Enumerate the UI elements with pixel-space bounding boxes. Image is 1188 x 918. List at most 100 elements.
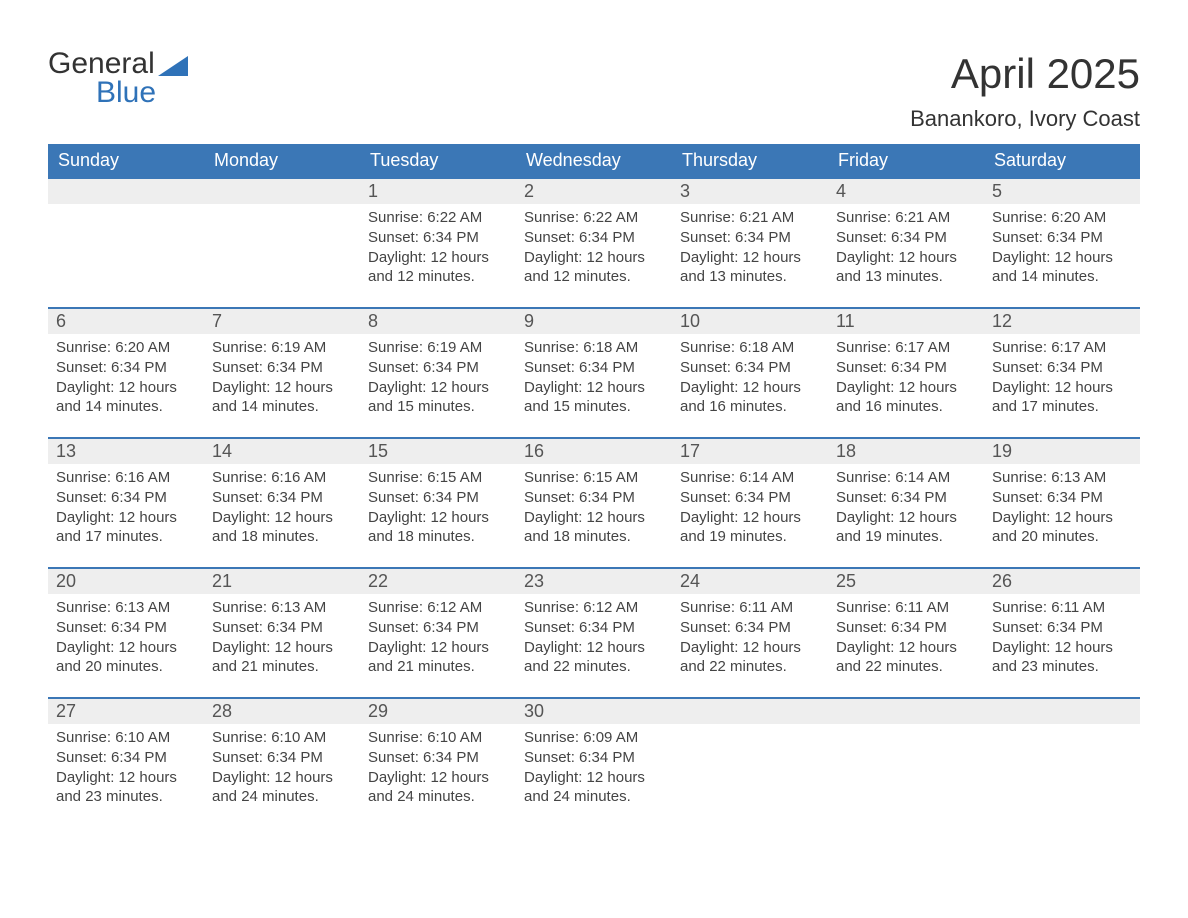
daylight-line: Daylight: 12 hours and 18 minutes. [524, 508, 664, 548]
empty-cell [672, 724, 828, 828]
day-10-details: Sunrise: 6:18 AMSunset: 6:34 PMDaylight:… [672, 334, 828, 438]
day-17-details: Sunrise: 6:14 AMSunset: 6:34 PMDaylight:… [672, 464, 828, 568]
sunset-line: Sunset: 6:34 PM [680, 228, 820, 248]
day-9-details: Sunrise: 6:18 AMSunset: 6:34 PMDaylight:… [516, 334, 672, 438]
daylight-line: Daylight: 12 hours and 14 minutes. [992, 248, 1132, 288]
sunset-line: Sunset: 6:34 PM [524, 618, 664, 638]
day-30-details: Sunrise: 6:09 AMSunset: 6:34 PMDaylight:… [516, 724, 672, 828]
sunrise-line: Sunrise: 6:10 AM [368, 728, 508, 748]
daylight-line: Daylight: 12 hours and 19 minutes. [680, 508, 820, 548]
week-1-daynum-row: 6789101112 [48, 308, 1140, 334]
weekday-friday: Friday [828, 144, 984, 178]
week-0-daynum-row: 12345 [48, 178, 1140, 204]
week-0-body-row: Sunrise: 6:22 AMSunset: 6:34 PMDaylight:… [48, 204, 1140, 308]
week-3-body-row: Sunrise: 6:13 AMSunset: 6:34 PMDaylight:… [48, 594, 1140, 698]
day-21-number: 21 [204, 568, 360, 594]
sunset-line: Sunset: 6:34 PM [56, 748, 196, 768]
daylight-line: Daylight: 12 hours and 22 minutes. [836, 638, 976, 678]
day-17-number: 17 [672, 438, 828, 464]
daylight-line: Daylight: 12 hours and 12 minutes. [368, 248, 508, 288]
sunset-line: Sunset: 6:34 PM [56, 488, 196, 508]
title-block: April 2025 Banankoro, Ivory Coast [910, 50, 1140, 132]
sunset-line: Sunset: 6:34 PM [524, 748, 664, 768]
empty-daynum [48, 178, 204, 204]
day-18-details: Sunrise: 6:14 AMSunset: 6:34 PMDaylight:… [828, 464, 984, 568]
sunrise-line: Sunrise: 6:19 AM [212, 338, 352, 358]
daylight-line: Daylight: 12 hours and 20 minutes. [992, 508, 1132, 548]
daylight-line: Daylight: 12 hours and 19 minutes. [836, 508, 976, 548]
day-27-details: Sunrise: 6:10 AMSunset: 6:34 PMDaylight:… [48, 724, 204, 828]
logo-text: General Blue [48, 50, 156, 107]
sunrise-line: Sunrise: 6:16 AM [56, 468, 196, 488]
daylight-line: Daylight: 12 hours and 17 minutes. [56, 508, 196, 548]
day-14-number: 14 [204, 438, 360, 464]
day-15-number: 15 [360, 438, 516, 464]
day-13-number: 13 [48, 438, 204, 464]
sunset-line: Sunset: 6:34 PM [992, 488, 1132, 508]
sunrise-line: Sunrise: 6:12 AM [524, 598, 664, 618]
sunset-line: Sunset: 6:34 PM [368, 358, 508, 378]
calendar-table: SundayMondayTuesdayWednesdayThursdayFrid… [48, 144, 1140, 828]
header: General Blue April 2025 Banankoro, Ivory… [48, 50, 1140, 132]
day-6-details: Sunrise: 6:20 AMSunset: 6:34 PMDaylight:… [48, 334, 204, 438]
weekday-tuesday: Tuesday [360, 144, 516, 178]
sunrise-line: Sunrise: 6:17 AM [992, 338, 1132, 358]
day-16-details: Sunrise: 6:15 AMSunset: 6:34 PMDaylight:… [516, 464, 672, 568]
day-16-number: 16 [516, 438, 672, 464]
sunset-line: Sunset: 6:34 PM [680, 358, 820, 378]
sunrise-line: Sunrise: 6:11 AM [836, 598, 976, 618]
sunrise-line: Sunrise: 6:16 AM [212, 468, 352, 488]
daylight-line: Daylight: 12 hours and 18 minutes. [212, 508, 352, 548]
sunrise-line: Sunrise: 6:18 AM [680, 338, 820, 358]
day-1-number: 1 [360, 178, 516, 204]
calendar-page: General Blue April 2025 Banankoro, Ivory… [0, 0, 1188, 868]
week-4-body-row: Sunrise: 6:10 AMSunset: 6:34 PMDaylight:… [48, 724, 1140, 828]
logo-word2: Blue [48, 76, 156, 109]
sunrise-line: Sunrise: 6:19 AM [368, 338, 508, 358]
empty-daynum [204, 178, 360, 204]
weekday-monday: Monday [204, 144, 360, 178]
day-3-details: Sunrise: 6:21 AMSunset: 6:34 PMDaylight:… [672, 204, 828, 308]
sunrise-line: Sunrise: 6:22 AM [524, 208, 664, 228]
daylight-line: Daylight: 12 hours and 12 minutes. [524, 248, 664, 288]
day-5-details: Sunrise: 6:20 AMSunset: 6:34 PMDaylight:… [984, 204, 1140, 308]
sunrise-line: Sunrise: 6:10 AM [212, 728, 352, 748]
daylight-line: Daylight: 12 hours and 13 minutes. [836, 248, 976, 288]
sunset-line: Sunset: 6:34 PM [212, 748, 352, 768]
weekday-sunday: Sunday [48, 144, 204, 178]
daylight-line: Daylight: 12 hours and 16 minutes. [836, 378, 976, 418]
daylight-line: Daylight: 12 hours and 15 minutes. [368, 378, 508, 418]
day-2-details: Sunrise: 6:22 AMSunset: 6:34 PMDaylight:… [516, 204, 672, 308]
sunset-line: Sunset: 6:34 PM [212, 358, 352, 378]
sunrise-line: Sunrise: 6:21 AM [680, 208, 820, 228]
day-26-details: Sunrise: 6:11 AMSunset: 6:34 PMDaylight:… [984, 594, 1140, 698]
page-subtitle: Banankoro, Ivory Coast [910, 106, 1140, 132]
day-29-number: 29 [360, 698, 516, 724]
day-24-details: Sunrise: 6:11 AMSunset: 6:34 PMDaylight:… [672, 594, 828, 698]
sunrise-line: Sunrise: 6:13 AM [992, 468, 1132, 488]
day-6-number: 6 [48, 308, 204, 334]
daylight-line: Daylight: 12 hours and 21 minutes. [212, 638, 352, 678]
sunset-line: Sunset: 6:34 PM [836, 488, 976, 508]
sunrise-line: Sunrise: 6:14 AM [680, 468, 820, 488]
day-11-details: Sunrise: 6:17 AMSunset: 6:34 PMDaylight:… [828, 334, 984, 438]
sunset-line: Sunset: 6:34 PM [368, 618, 508, 638]
day-7-details: Sunrise: 6:19 AMSunset: 6:34 PMDaylight:… [204, 334, 360, 438]
day-29-details: Sunrise: 6:10 AMSunset: 6:34 PMDaylight:… [360, 724, 516, 828]
day-21-details: Sunrise: 6:13 AMSunset: 6:34 PMDaylight:… [204, 594, 360, 698]
daylight-line: Daylight: 12 hours and 16 minutes. [680, 378, 820, 418]
calendar-head: SundayMondayTuesdayWednesdayThursdayFrid… [48, 144, 1140, 178]
day-27-number: 27 [48, 698, 204, 724]
day-15-details: Sunrise: 6:15 AMSunset: 6:34 PMDaylight:… [360, 464, 516, 568]
sunset-line: Sunset: 6:34 PM [680, 618, 820, 638]
day-11-number: 11 [828, 308, 984, 334]
week-2-body-row: Sunrise: 6:16 AMSunset: 6:34 PMDaylight:… [48, 464, 1140, 568]
sunset-line: Sunset: 6:34 PM [368, 228, 508, 248]
sunrise-line: Sunrise: 6:15 AM [524, 468, 664, 488]
sunset-line: Sunset: 6:34 PM [56, 618, 196, 638]
logo: General Blue [48, 50, 194, 107]
day-22-number: 22 [360, 568, 516, 594]
daylight-line: Daylight: 12 hours and 24 minutes. [524, 768, 664, 808]
week-1-body-row: Sunrise: 6:20 AMSunset: 6:34 PMDaylight:… [48, 334, 1140, 438]
day-20-details: Sunrise: 6:13 AMSunset: 6:34 PMDaylight:… [48, 594, 204, 698]
